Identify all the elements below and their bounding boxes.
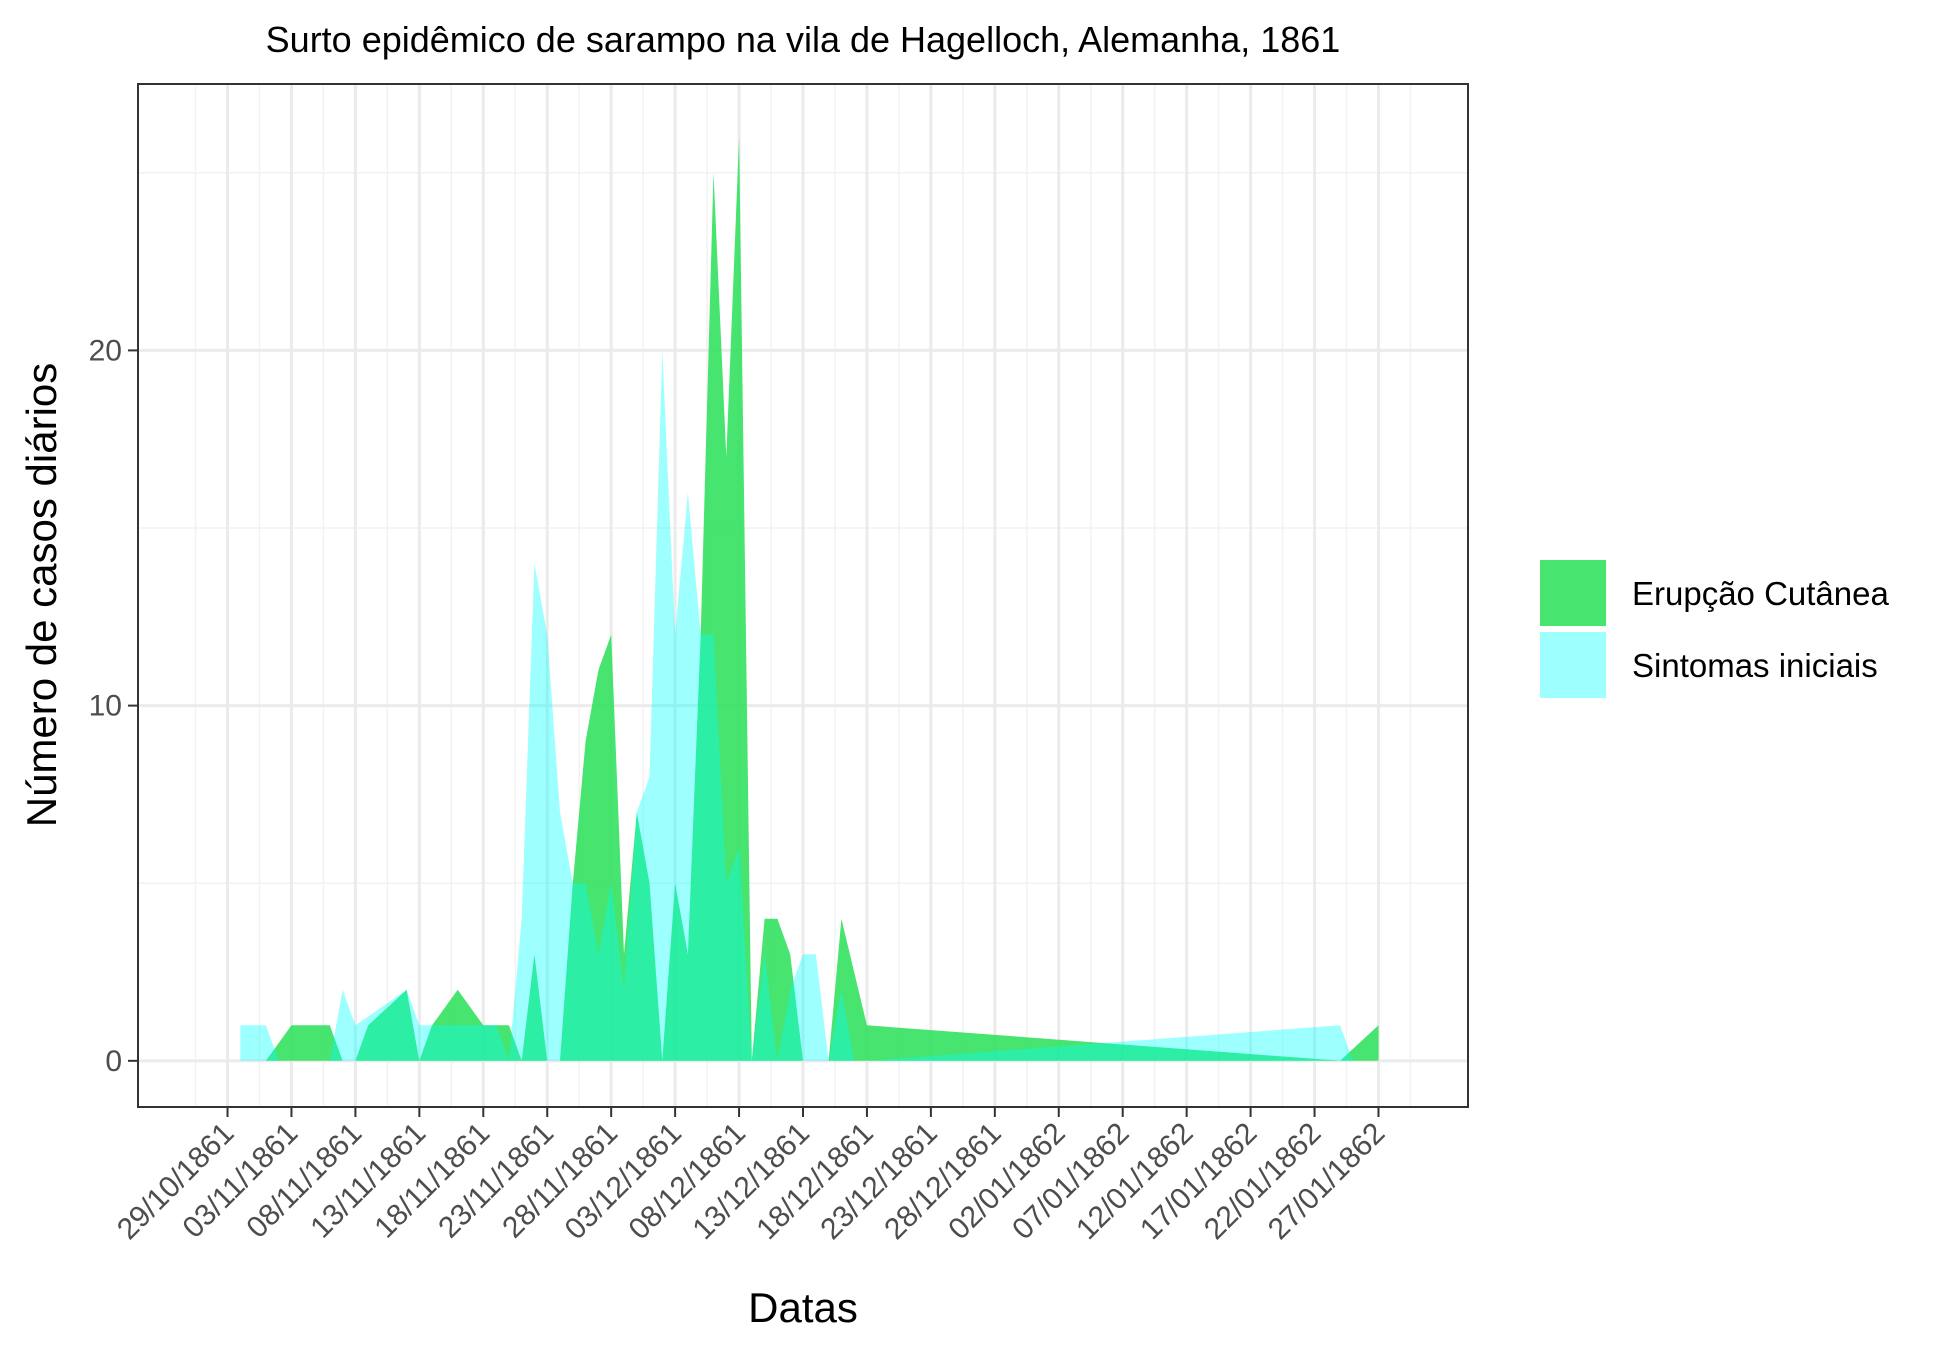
legend-label: Sintomas iniciais: [1632, 647, 1878, 684]
y-tick-label: 0: [105, 1045, 122, 1078]
chart-title: Surto epidêmico de sarampo na vila de Ha…: [266, 19, 1341, 60]
y-axis: 0 10 20: [89, 334, 138, 1078]
legend-key: [1540, 632, 1606, 698]
x-axis-title: Datas: [748, 1284, 858, 1331]
y-tick-label: 10: [89, 690, 122, 723]
y-axis-title: Número de casos diários: [18, 363, 65, 828]
legend-label: Erupção Cutânea: [1632, 575, 1889, 612]
y-tick-label: 20: [89, 334, 122, 367]
plot-panel: [137, 83, 1469, 1108]
legend: Erupção Cutânea Sintomas iniciais: [1540, 560, 1889, 698]
legend-key: [1540, 560, 1606, 626]
